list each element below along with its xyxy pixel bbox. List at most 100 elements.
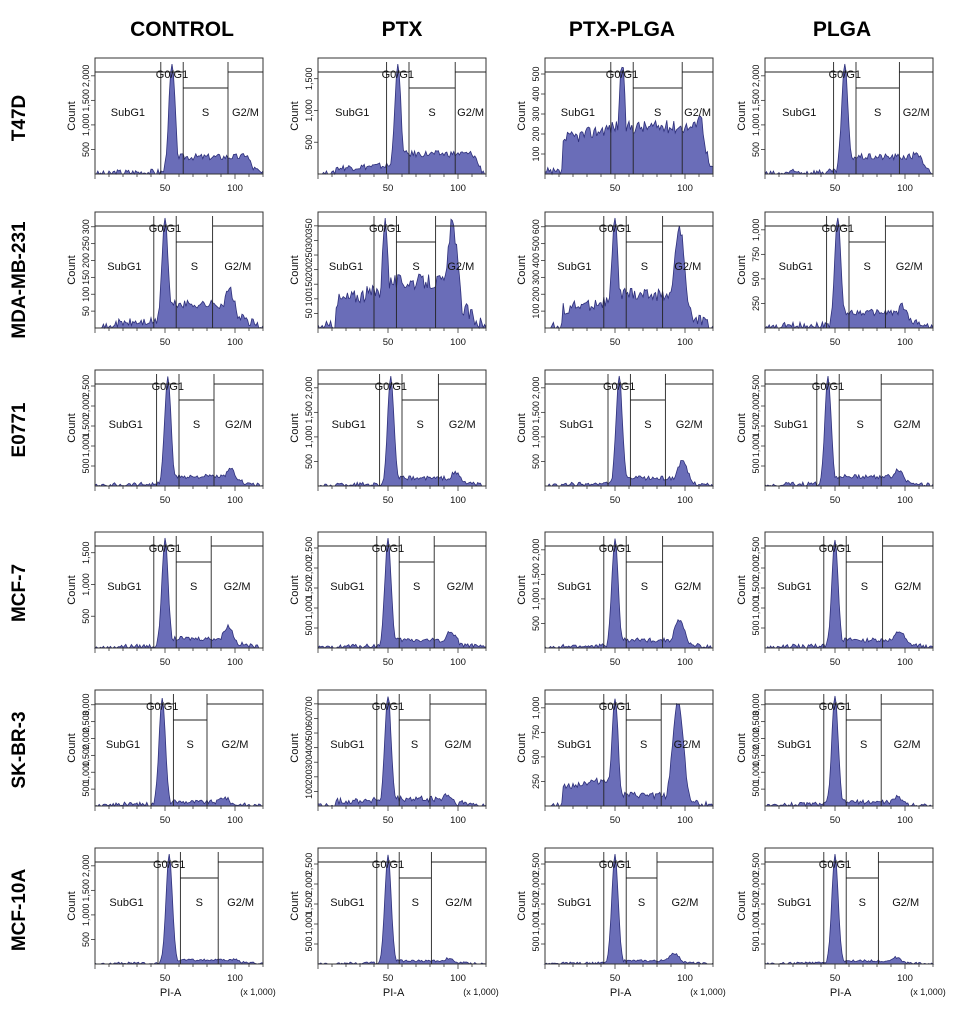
- gate-label-g2m: G2/M: [892, 897, 919, 909]
- histogram-panel: SubG1 G0/G1 S G2/M 100 200 300 400 500 600 Count 50…: [516, 211, 714, 348]
- y-tick-label: 500: [751, 936, 761, 951]
- gate-label-g0g1: G0/G1: [606, 69, 638, 81]
- y-tick-label: 2,000: [304, 873, 314, 896]
- gate-label-g2m: G2/M: [674, 581, 701, 593]
- gate-label-g2m: G2/M: [224, 261, 251, 273]
- y-tick-label: 2,500: [304, 853, 314, 876]
- x-scale-note: (x 1,000): [240, 987, 276, 997]
- x-tick-label-50: 50: [610, 815, 621, 826]
- gate-label-subg1: SubG1: [332, 419, 366, 431]
- gate-label-g0g1: G0/G1: [599, 859, 631, 871]
- y-axis-label: Count: [516, 891, 528, 920]
- y-tick-label: 500: [751, 782, 761, 797]
- histogram-area: [318, 63, 487, 176]
- y-tick-label: 1,500: [751, 893, 761, 916]
- gate-label-s: S: [874, 107, 881, 119]
- histogram-area: [765, 539, 934, 649]
- gate-label-subg1: SubG1: [330, 739, 364, 751]
- gate-label-subg1: SubG1: [111, 107, 145, 119]
- y-tick-label: 750: [751, 247, 761, 262]
- y-tick-label: 100: [531, 146, 541, 161]
- gate-label-g2m: G2/M: [449, 419, 476, 431]
- gate-label-s: S: [202, 107, 209, 119]
- x-tick-label-50: 50: [160, 973, 171, 984]
- x-tick-label-100: 100: [227, 973, 243, 984]
- y-tick-label: 1,000: [81, 573, 91, 596]
- gate-label-g0g1: G0/G1: [819, 543, 851, 555]
- x-tick-label-50: 50: [383, 337, 394, 348]
- x-scale-note: (x 1,000): [690, 987, 726, 997]
- gate-label-g0g1: G0/G1: [372, 701, 404, 713]
- y-tick-label: 1,000: [304, 426, 314, 449]
- gate-label-g2m: G2/M: [896, 261, 923, 273]
- gate-label-s: S: [857, 419, 864, 431]
- histogram-panel: SubG1 G0/G1 S G2/M 250 500 750 1,000 Count 50 100: [736, 211, 934, 348]
- gate-label-g2m: G2/M: [232, 107, 259, 119]
- x-tick-label-100: 100: [677, 973, 693, 984]
- gate-label-g2m: G2/M: [222, 739, 249, 751]
- histogram-panel: SubG1 G0/G1 S G2/M 250 500 750 1,000 Count 50 100: [516, 689, 714, 826]
- y-tick-label: 500: [81, 782, 91, 797]
- x-tick-label-50: 50: [830, 183, 841, 194]
- y-tick-label: 3,000: [81, 693, 91, 716]
- y-axis-label: Count: [289, 733, 301, 762]
- y-tick-label: 3,000: [751, 693, 761, 716]
- x-tick-label-100: 100: [677, 183, 693, 194]
- gate-label-g0g1: G0/G1: [149, 223, 181, 235]
- gate-label-s: S: [417, 419, 424, 431]
- y-tick-label: 1,000: [531, 588, 541, 611]
- y-tick-label: 300: [304, 755, 314, 770]
- gate-label-subg1: SubG1: [109, 419, 143, 431]
- x-tick-label-100: 100: [677, 495, 693, 506]
- gate-label-g2m: G2/M: [447, 581, 474, 593]
- x-tick-label-100: 100: [450, 337, 466, 348]
- y-tick-label: 1,000: [531, 913, 541, 936]
- gate-label-subg1: SubG1: [777, 581, 811, 593]
- gate-label-g0g1: G0/G1: [603, 381, 635, 393]
- y-tick-label: 2,000: [81, 727, 91, 750]
- y-tick-label: 600: [531, 219, 541, 234]
- y-tick-label: 1,000: [304, 913, 314, 936]
- x-tick-label-50: 50: [610, 495, 621, 506]
- gate-label-g2m: G2/M: [457, 107, 484, 119]
- y-tick-label: 1,500: [751, 577, 761, 600]
- gate-label-s: S: [411, 739, 418, 751]
- x-tick-label-50: 50: [610, 337, 621, 348]
- gate-label-g0g1: G0/G1: [369, 223, 401, 235]
- gate-label-g2m: G2/M: [445, 897, 472, 909]
- y-tick-label: 750: [531, 725, 541, 740]
- y-axis-label: Count: [516, 733, 528, 762]
- y-axis-label: Count: [736, 101, 748, 130]
- gate-label-subg1: SubG1: [557, 261, 591, 273]
- gate-label-s: S: [644, 419, 651, 431]
- y-tick-label: 1,500: [81, 415, 91, 438]
- x-tick-label-100: 100: [677, 337, 693, 348]
- y-axis-label: Count: [289, 101, 301, 130]
- y-tick-label: 200: [531, 287, 541, 302]
- gate-label-s: S: [861, 581, 868, 593]
- gate-label-s: S: [428, 107, 435, 119]
- y-tick-label: 500: [81, 142, 91, 157]
- gate-label-g0g1: G0/G1: [152, 381, 184, 393]
- y-axis-label: Count: [289, 575, 301, 604]
- y-tick-label: 2,000: [81, 395, 91, 418]
- y-tick-label: 1,000: [304, 99, 314, 122]
- x-tick-label-100: 100: [227, 337, 243, 348]
- gate-label-subg1: SubG1: [779, 261, 813, 273]
- y-tick-label: 350: [304, 218, 314, 233]
- gate-label-g2m: G2/M: [445, 739, 472, 751]
- x-tick-label-100: 100: [450, 973, 466, 984]
- histogram-panel: SubG1 G0/G1 S G2/M 50 100 150 200 250 300 Count 50 1…: [66, 211, 264, 348]
- histogram-area: [95, 217, 264, 330]
- y-tick-label: 1,500: [531, 401, 541, 424]
- gate-label-subg1: SubG1: [777, 739, 811, 751]
- y-tick-label: 2,500: [531, 853, 541, 876]
- y-tick-label: 100: [81, 287, 91, 302]
- y-axis-label: Count: [736, 733, 748, 762]
- gate-label-s: S: [654, 107, 661, 119]
- y-tick-label: 1,500: [304, 577, 314, 600]
- gate-label-subg1: SubG1: [329, 261, 363, 273]
- gate-label-s: S: [640, 739, 647, 751]
- y-tick-label: 300: [81, 219, 91, 234]
